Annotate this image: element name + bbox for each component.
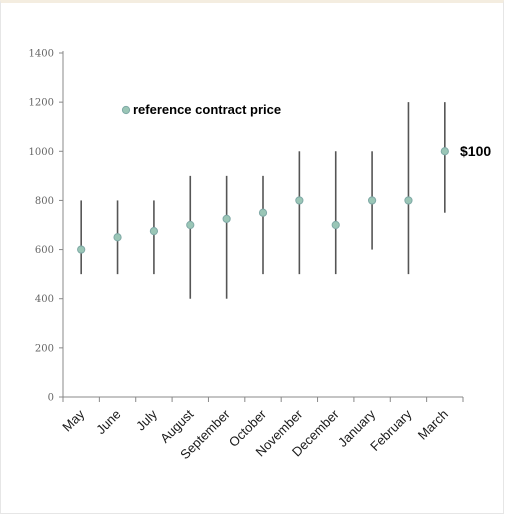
y-tick-label: 800 (35, 196, 54, 207)
y-tick-label: 200 (35, 343, 54, 354)
x-tick-label: July (133, 406, 160, 433)
y-axis-ticks: 0 200 400 600 800 1000 1200 1400 (29, 49, 63, 404)
x-tick-label: May (59, 406, 87, 434)
x-axis-labels: May June JulyAugustSeptemberOctoberNovembe… (59, 406, 451, 462)
chart-axes (62, 51, 464, 402)
data-point (77, 245, 86, 254)
x-tick-label: March (415, 407, 451, 443)
data-point (258, 208, 268, 217)
data-point (404, 196, 413, 205)
data-point (149, 227, 159, 236)
legend-label: reference contract price (133, 102, 281, 117)
data-point (295, 196, 304, 205)
y-tick-label: 1400 (29, 49, 54, 60)
data-point (440, 147, 449, 156)
y-tick-label: 1200 (29, 98, 54, 109)
y-tick-label: 0 (48, 393, 54, 404)
data-point (113, 233, 122, 242)
error-bars (80, 102, 446, 299)
data-point (222, 214, 231, 223)
data-point (367, 196, 377, 205)
legend-marker (121, 105, 131, 115)
data-point (186, 220, 195, 230)
data-points (77, 147, 449, 254)
march-annotation: $100 (460, 143, 491, 159)
y-tick-label: 1000 (29, 147, 54, 158)
legend: reference contract price (121, 102, 281, 117)
y-tick-label: 600 (35, 245, 54, 256)
y-tick-label: 400 (35, 294, 54, 305)
data-point (331, 220, 340, 230)
x-tick-label: June (93, 407, 124, 438)
